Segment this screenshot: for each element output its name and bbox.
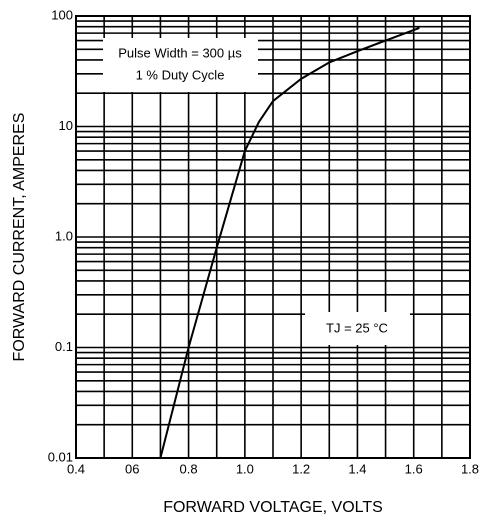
x-tick-label: 1.2 [292, 461, 310, 476]
data-line [159, 26, 420, 459]
annotation-box [305, 312, 410, 345]
grid [75, 15, 471, 459]
annotation-box [103, 38, 258, 92]
y-axis-label: FORWARD CURRENT, AMPERES [11, 113, 28, 362]
y-tick-label: 0.1 [55, 339, 73, 354]
x-tick-label: 0.4 [67, 461, 85, 476]
y-tick-label: 0.01 [48, 449, 73, 464]
y-tick-label: 100 [51, 7, 73, 22]
y-tick-label: 1.0 [55, 228, 73, 243]
annotation: Pulse Width = 300 µs [118, 45, 242, 60]
x-tick-label: 1.4 [348, 461, 366, 476]
y-tick-label: 10 [59, 118, 73, 133]
x-axis-label: FORWARD VOLTAGE, VOLTS [163, 499, 383, 516]
x-tick-label: 1.8 [461, 461, 479, 476]
annotation: TJ = 25 °C [326, 320, 388, 335]
marks [159, 26, 420, 459]
x-tick-label: 1.0 [236, 461, 254, 476]
annotation: 1 % Duty Cycle [136, 67, 225, 82]
plot-frame [75, 15, 471, 459]
x-tick-label: 0.8 [180, 461, 198, 476]
x-tick-label: 06 [125, 461, 139, 476]
x-tick-label: 1.6 [405, 461, 423, 476]
